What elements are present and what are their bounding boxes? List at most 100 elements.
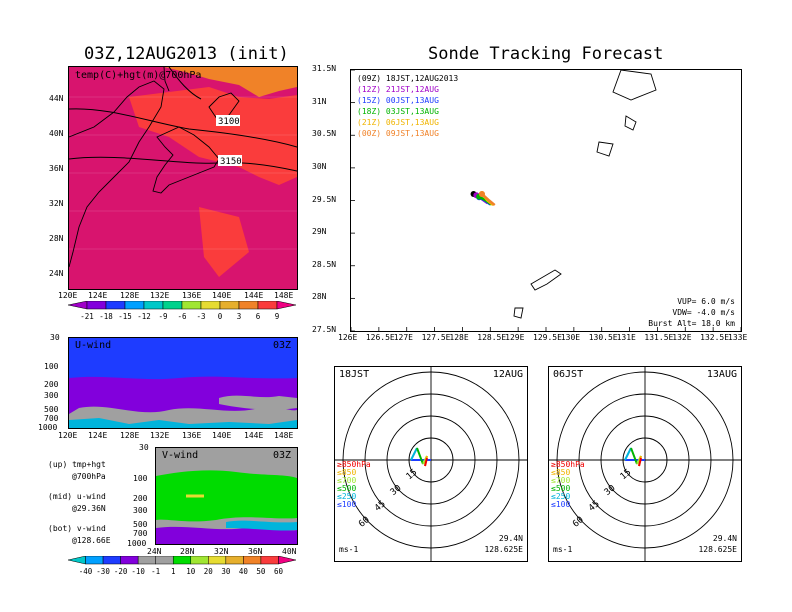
hodo-trace [630, 447, 638, 465]
warm-region-orange [164, 67, 297, 97]
map-xtick: 124E [88, 291, 108, 300]
island-tanegashima [624, 115, 637, 131]
v-colorbar-swatch [225, 556, 244, 565]
map-ytick: 32N [49, 199, 64, 208]
hodo-ring-label: 45 [373, 499, 388, 514]
temp-colorbar-label: 9 [275, 312, 280, 321]
track-start-5 [478, 190, 485, 197]
v-colorbar-swatch [67, 556, 86, 565]
temp-map-svg: 3100 3150 [69, 67, 297, 277]
island-kyushu [612, 70, 657, 101]
map-title: 03Z,12AUG2013 (init) [84, 44, 289, 64]
v-ytick: 100 [133, 474, 148, 483]
temp-colorbar-swatch [238, 301, 259, 310]
track-ytick: 29.5N [312, 194, 337, 204]
track-xtick: 128E [449, 333, 469, 342]
hodo-2-lat: 29.4N [712, 534, 737, 543]
v-ytick: 200 [133, 494, 148, 503]
coastline-asia [69, 80, 165, 268]
u-ytick: 100 [44, 362, 59, 371]
hodo-trace [638, 457, 642, 467]
track-svg [351, 70, 741, 331]
u-wind-svg [69, 338, 297, 428]
map-subtitle: temp(C)+hgt(m)@700hPa [75, 70, 202, 81]
v-wind-cyan [226, 520, 297, 531]
temp-colorbar-label: -6 [177, 312, 187, 321]
temp-colorbar-label: -21 [80, 312, 94, 321]
coastline-japan [152, 126, 220, 194]
temp-colorbar-swatch [257, 301, 278, 310]
u-xtick: 132E [150, 431, 170, 440]
contour-3150 [69, 156, 297, 172]
u-xtick: 144E [244, 431, 264, 440]
v-colorbar-swatch [85, 556, 104, 565]
track-ytick: 30.5N [312, 129, 337, 139]
temp-colorbar-swatch [143, 301, 164, 310]
hodo-2-left: 06JST [553, 369, 584, 380]
hodo-1-lat: 29.4N [498, 534, 523, 543]
track-legend-1: (09Z) 18JST,12AUG2013 [357, 74, 459, 83]
hodo-panel-2: 15 30 45 60 06JST 13AUG ≥850hPa ≤850 ≤700 ≤… [548, 366, 742, 562]
u-ytick: 700 [44, 414, 59, 423]
map-xtick: 136E [182, 291, 202, 300]
u-wind-upper [69, 338, 297, 364]
u-xtick: 124E [88, 431, 108, 440]
v-colorbar-label: 60 [274, 567, 284, 576]
hodo-2-legend: ≤850 [551, 468, 571, 477]
hodo-2-legend: ≥850hPa [551, 460, 585, 469]
track-legend-5: (21Z) 06JST,13AUG [357, 118, 439, 127]
v-colorbar-swatch [278, 556, 297, 565]
v-colorbar-swatch [102, 556, 121, 565]
u-wind-time: 03Z [272, 340, 291, 351]
v-wind-svg [156, 470, 297, 544]
hodo-1-left: 18JST [339, 369, 370, 380]
hodo-1-right: 12AUG [492, 369, 523, 380]
hodo-1-legend: ≤500 [337, 484, 357, 493]
map-ytick: 44N [49, 94, 64, 103]
v-colorbar-swatch [120, 556, 139, 565]
track-legend-3: (15Z) 00JST,13AUG [357, 96, 439, 105]
side-note-up-1: (up) tmp+hgt [48, 460, 106, 469]
temp-colorbar-label: -9 [158, 312, 167, 321]
track-line-5 [481, 193, 496, 207]
v-colorbar-label: 1 [171, 567, 176, 576]
v-colorbar-label: 20 [204, 567, 214, 576]
hodo-trace [624, 447, 632, 461]
side-note-bot-2: @128.66E [72, 536, 111, 545]
temp-colorbar-swatch [181, 301, 202, 310]
v-wind-green [156, 470, 297, 522]
v-colorbar-label: 10 [186, 567, 196, 576]
temp-colorbar-label: -3 [196, 312, 205, 321]
v-xtick: 24N [147, 547, 162, 556]
v-wind-panel: V-wind 03Z [155, 447, 298, 545]
side-note-mid-2: @29.36N [72, 504, 106, 513]
side-note-up-2: @700hPa [72, 472, 106, 481]
map-xtick: 140E [212, 291, 232, 300]
u-ytick: 300 [44, 391, 59, 400]
track-panel: (09Z) 18JST,12AUG2013 (12Z) 21JST,12AUG … [350, 69, 742, 332]
v-xtick: 32N [214, 547, 229, 556]
u-ytick: 500 [44, 405, 59, 414]
island-amami [530, 269, 562, 291]
map-xtick: 132E [150, 291, 170, 300]
hodo-ring-label: 15 [405, 468, 420, 483]
hodo-2-legend: ≤100 [551, 500, 571, 509]
u-xtick: 136E [182, 431, 202, 440]
track-xtick: 133E [728, 333, 748, 342]
contour-upper [168, 67, 202, 100]
track-ytick: 29N [312, 227, 327, 237]
hodo-1-legend: ≤700 [337, 476, 357, 485]
u-wind-panel: U-wind 03Z [68, 337, 298, 429]
burst-note: Burst Alt= 18.0 km [648, 319, 735, 328]
coastline-sakhalin [163, 67, 170, 92]
u-xtick: 120E [58, 431, 78, 440]
v-xtick: 40N [282, 547, 297, 556]
track-xtick: 132.5E [700, 333, 730, 342]
u-ytick: 200 [44, 380, 59, 389]
track-title: Sonde Tracking Forecast [428, 44, 664, 64]
v-colorbar-label: -10 [131, 567, 145, 576]
contour-label-3100: 3100 [218, 117, 240, 127]
v-ytick: 700 [133, 529, 148, 538]
track-legend-2: (12Z) 21JST,12AUG [357, 85, 439, 94]
